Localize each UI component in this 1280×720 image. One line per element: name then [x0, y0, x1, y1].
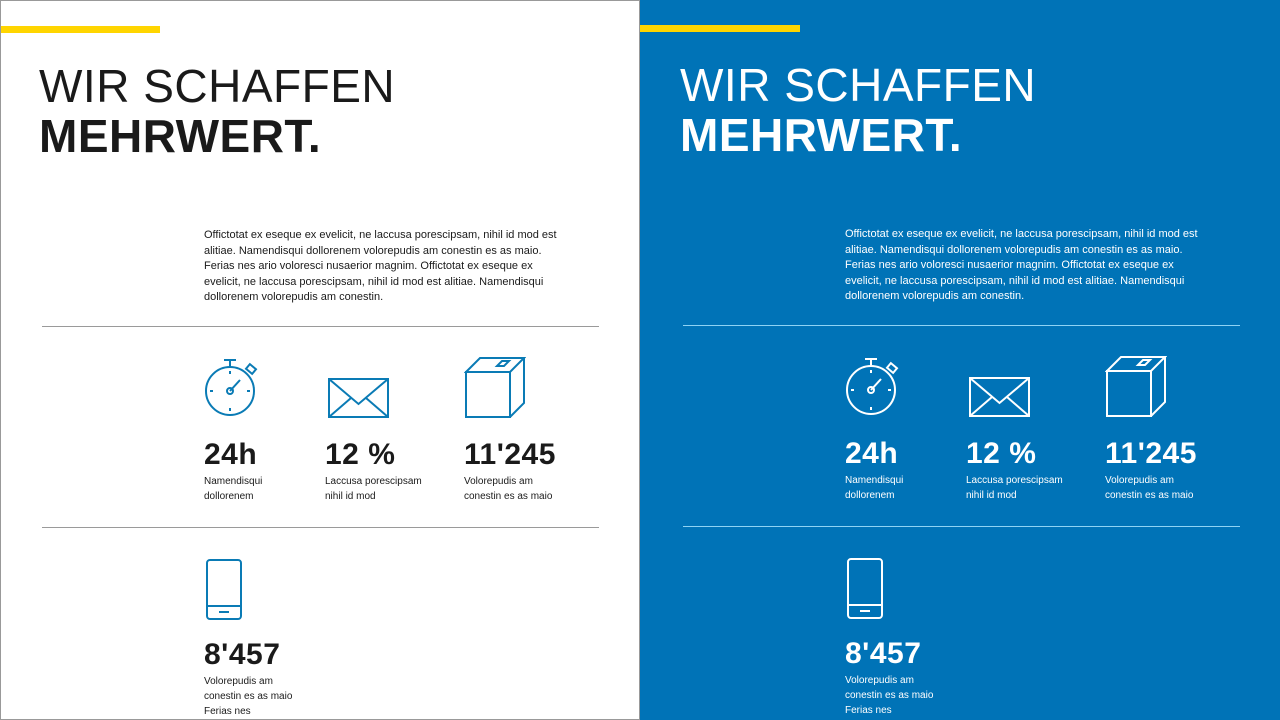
stat-value: 24h: [845, 437, 899, 470]
stat-label: Volorepudis am conestin es as maio Feria…: [204, 676, 293, 717]
headline-line-2: MEHRWERT.: [39, 110, 322, 162]
stat-label: Namendisqui dollorenem: [845, 475, 904, 501]
stat-percentage: 12 % Laccusa porescipsam nihil id mod: [966, 437, 1071, 503]
envelope-icon: [969, 377, 1031, 424]
stat-value: 12 %: [325, 438, 396, 471]
divider: [683, 526, 1240, 527]
stat-label: Volorepudis am conestin es as maio: [1105, 475, 1194, 501]
stopwatch-icon: [203, 356, 263, 425]
headline-line-1: WIR SCHAFFEN: [680, 59, 1037, 111]
stat-devices: 8'457 Volorepudis am conestin es as maio…: [845, 637, 945, 718]
smartphone-icon: [846, 557, 886, 626]
stat-count: 11'245 Volorepudis am conestin es as mai…: [1105, 437, 1205, 503]
stat-label: Volorepudis am conestin es as maio: [464, 476, 553, 502]
smartphone-icon: [205, 558, 245, 627]
stat-label: Laccusa porescipsam nihil id mod: [325, 476, 422, 502]
stat-duration: 24h Namendisqui dollorenem: [204, 438, 284, 504]
stat-label: Namendisqui dollorenem: [204, 476, 263, 502]
intro-paragraph: Offictotat ex eseque ex evelicit, ne lac…: [204, 229, 557, 303]
accent-bar: [640, 25, 800, 32]
intro-paragraph: Offictotat ex eseque ex evelicit, ne lac…: [845, 228, 1198, 302]
stat-value: 11'245: [464, 438, 556, 471]
stat-value: 8'457: [845, 637, 922, 670]
stopwatch-icon: [844, 355, 904, 424]
stat-count: 11'245 Volorepudis am conestin es as mai…: [464, 438, 564, 504]
divider: [42, 527, 599, 528]
stat-percentage: 12 % Laccusa porescipsam nihil id mod: [325, 438, 430, 504]
box-icon: [463, 356, 527, 425]
stat-value: 12 %: [966, 437, 1037, 470]
light-panel: WIR SCHAFFEN MEHRWERT. Offictotat ex ese…: [0, 0, 640, 720]
headline: WIR SCHAFFEN MEHRWERT.: [39, 61, 395, 161]
divider: [42, 326, 599, 327]
stat-duration: 24h Namendisqui dollorenem: [845, 437, 925, 503]
headline: WIR SCHAFFEN MEHRWERT.: [680, 60, 1036, 160]
envelope-icon: [328, 378, 390, 425]
stat-label: Volorepudis am conestin es as maio Feria…: [845, 675, 934, 716]
box-icon: [1104, 355, 1168, 424]
stat-devices: 8'457 Volorepudis am conestin es as maio…: [204, 638, 304, 719]
accent-bar: [1, 26, 160, 33]
stat-label: Laccusa porescipsam nihil id mod: [966, 475, 1063, 501]
stat-value: 11'245: [1105, 437, 1197, 470]
headline-line-1: WIR SCHAFFEN: [39, 60, 396, 112]
stat-value: 8'457: [204, 638, 281, 671]
dark-panel: WIR SCHAFFEN MEHRWERT. Offictotat ex ese…: [640, 0, 1280, 720]
divider: [683, 325, 1240, 326]
headline-line-2: MEHRWERT.: [680, 109, 963, 161]
stat-value: 24h: [204, 438, 258, 471]
